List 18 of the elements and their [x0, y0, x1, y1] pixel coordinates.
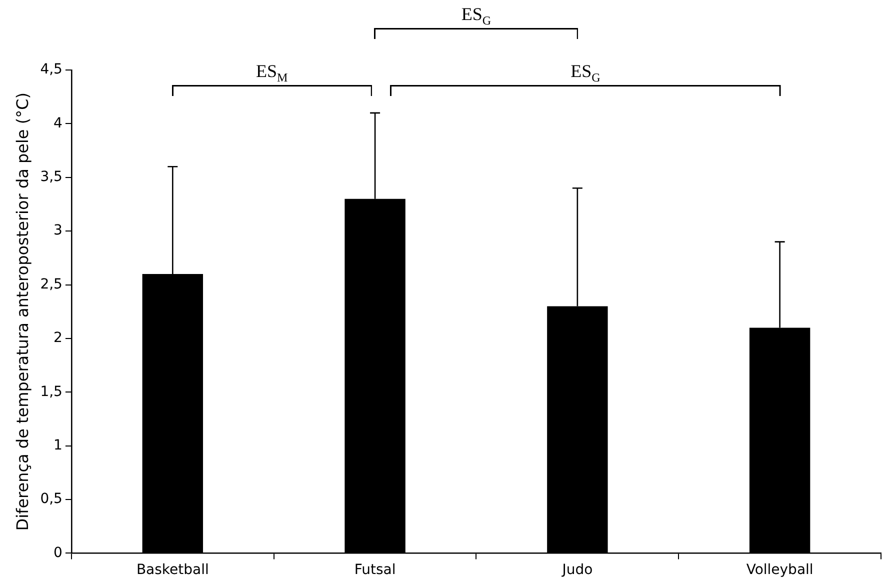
- x-tick-label: Volleyball: [746, 562, 814, 578]
- y-tick-label: 2: [54, 330, 62, 346]
- x-tick-label: Basketball: [136, 562, 209, 578]
- y-tick-label: 4: [54, 115, 63, 132]
- y-tick-label: 4,5: [40, 62, 62, 78]
- y-tick-label: 1: [54, 437, 62, 454]
- y-tick-label: 0,5: [40, 491, 62, 508]
- y-tick-label: 0: [54, 544, 62, 561]
- x-tick-label: Judo: [561, 562, 593, 578]
- y-tick-label: 3,5: [40, 169, 62, 186]
- y-axis-title: Diferença de temperatura anteroposterior da pele (°C): [12, 92, 32, 531]
- y-tick-label: 2,5: [40, 276, 62, 292]
- y-tick-label: 3: [54, 222, 62, 239]
- y-tick-label: 1,5: [40, 384, 62, 400]
- text: ES$_{G}$: [461, 4, 492, 29]
- x-tick-label: Futsal: [354, 562, 396, 578]
- annotation: ES$_{M}$: [256, 61, 288, 86]
- annotation: ES$_{G}$: [570, 61, 600, 86]
